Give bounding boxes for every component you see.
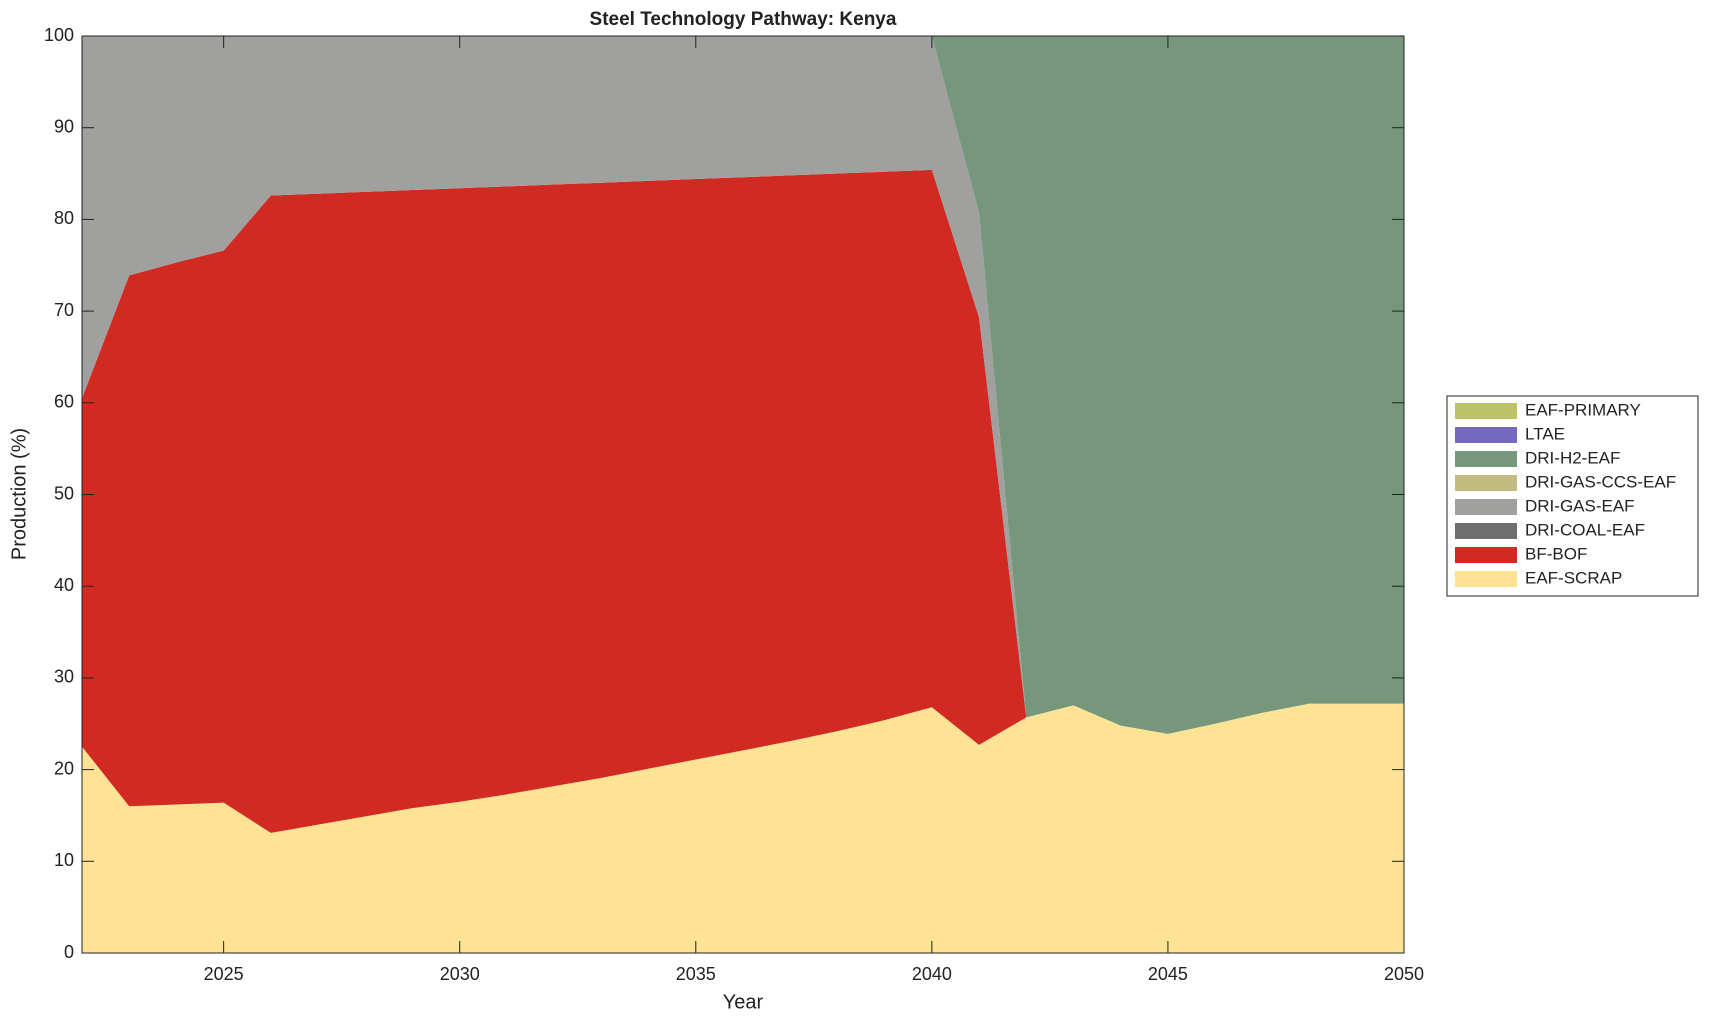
x-tick-label: 2045	[1148, 964, 1188, 984]
y-tick-label: 10	[54, 850, 74, 870]
y-tick-label: 20	[54, 758, 74, 778]
x-tick-label: 2030	[440, 964, 480, 984]
area	[82, 169, 1404, 833]
area	[82, 703, 1404, 953]
y-axis-label: Production (%)	[8, 428, 30, 560]
y-tick-label: 60	[54, 392, 74, 412]
chart-title: Steel Technology Pathway: Kenya	[590, 9, 897, 30]
legend-swatch	[1455, 571, 1517, 587]
legend-label: DRI-COAL-EAF	[1525, 520, 1645, 539]
legend-swatch	[1455, 451, 1517, 467]
x-tick-label: 2035	[676, 964, 716, 984]
area	[82, 36, 1404, 734]
legend-label: BF-BOF	[1525, 544, 1587, 563]
legend-label: EAF-SCRAP	[1525, 568, 1622, 587]
legend-label: LTAE	[1525, 424, 1565, 443]
area	[82, 36, 1404, 734]
y-tick-label: 80	[54, 208, 74, 228]
legend-swatch	[1455, 499, 1517, 515]
legend-label: DRI-GAS-CCS-EAF	[1525, 472, 1676, 491]
y-tick-label: 100	[44, 25, 74, 45]
x-axis-label: Year	[723, 991, 764, 1013]
x-tick-label: 2050	[1384, 964, 1424, 984]
y-tick-label: 40	[54, 575, 74, 595]
legend-label: DRI-GAS-EAF	[1525, 496, 1635, 515]
legend-label: EAF-PRIMARY	[1525, 400, 1641, 419]
y-tick-label: 70	[54, 300, 74, 320]
legend-swatch	[1455, 523, 1517, 539]
y-tick-label: 0	[64, 942, 74, 962]
legend-swatch	[1455, 547, 1517, 563]
legend-swatch	[1455, 427, 1517, 443]
legend-label: DRI-H2-EAF	[1525, 448, 1620, 467]
y-tick-label: 50	[54, 483, 74, 503]
legend-swatch	[1455, 475, 1517, 491]
y-tick-label: 30	[54, 667, 74, 687]
x-tick-label: 2040	[912, 964, 952, 984]
x-tick-label: 2025	[204, 964, 244, 984]
legend-swatch	[1455, 403, 1517, 419]
y-tick-label: 90	[54, 116, 74, 136]
